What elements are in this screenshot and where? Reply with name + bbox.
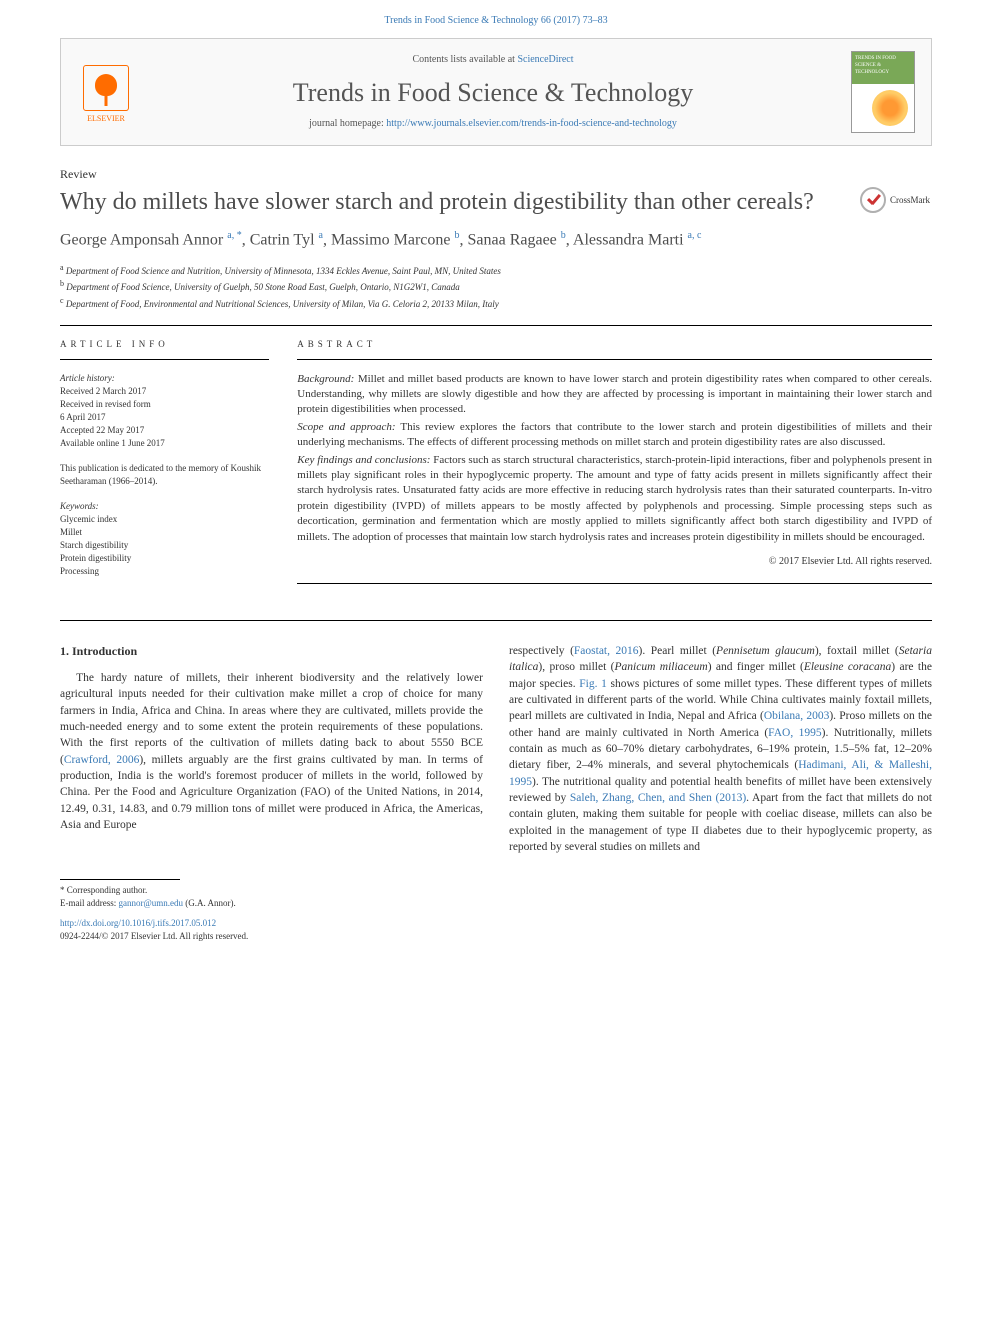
keywords-block: Keywords: Glycemic indexMilletStarch dig… xyxy=(60,500,269,578)
elsevier-tree-icon xyxy=(83,65,129,111)
keyword: Processing xyxy=(60,565,269,578)
abstract-paragraph: Scope and approach: This review explores… xyxy=(297,420,932,451)
keywords-label: Keywords: xyxy=(60,500,269,513)
email-link[interactable]: gannor@umn.edu xyxy=(118,898,183,908)
history-label: Article history: xyxy=(60,372,269,385)
article-info-column: ARTICLE INFO Article history: Received 2… xyxy=(60,338,269,596)
affiliation: b Department of Food Science, University… xyxy=(60,278,932,295)
banner-center: Contents lists available at ScienceDirec… xyxy=(151,53,835,131)
divider xyxy=(60,620,932,621)
elsevier-logo[interactable]: ELSEVIER xyxy=(77,60,135,124)
divider xyxy=(297,359,932,360)
sciencedirect-link[interactable]: ScienceDirect xyxy=(517,54,573,65)
article-title: Why do millets have slower starch and pr… xyxy=(60,187,844,217)
abstract-column: ABSTRACT Background: Millet and millet b… xyxy=(297,338,932,596)
contents-prefix: Contents lists available at xyxy=(412,54,517,65)
crossmark-label: CrossMark xyxy=(890,194,930,207)
keyword: Protein digestibility xyxy=(60,552,269,565)
cover-label: TRENDS IN FOOD SCIENCE & TECHNOLOGY xyxy=(855,56,896,75)
authors: George Amponsah Annor a, *, Catrin Tyl a… xyxy=(60,229,932,252)
keyword: Starch digestibility xyxy=(60,539,269,552)
history-line: Available online 1 June 2017 xyxy=(60,437,269,450)
article-history: Article history: Received 2 March 2017Re… xyxy=(60,372,269,450)
running-header: Trends in Food Science & Technology 66 (… xyxy=(0,0,992,38)
keyword: Millet xyxy=(60,526,269,539)
history-line: Accepted 22 May 2017 xyxy=(60,424,269,437)
body-paragraph: respectively (Faostat, 2016). Pearl mill… xyxy=(509,643,932,855)
history-line: 6 April 2017 xyxy=(60,411,269,424)
copyright: © 2017 Elsevier Ltd. All rights reserved… xyxy=(297,555,932,569)
history-line: Received in revised form xyxy=(60,398,269,411)
affiliation: c Department of Food, Environmental and … xyxy=(60,295,932,312)
body-paragraph: The hardy nature of millets, their inher… xyxy=(60,670,483,833)
issn-copyright: 0924-2244/© 2017 Elsevier Ltd. All right… xyxy=(60,930,932,943)
affiliations: a Department of Food Science and Nutriti… xyxy=(60,262,932,312)
homepage-prefix: journal homepage: xyxy=(309,118,386,129)
homepage-line: journal homepage: http://www.journals.el… xyxy=(151,117,835,131)
email-line: E-mail address: gannor@umn.edu (G.A. Ann… xyxy=(60,897,932,910)
body-text: 1. Introduction The hardy nature of mill… xyxy=(60,643,932,855)
article-type: Review xyxy=(60,166,932,183)
homepage-url[interactable]: http://www.journals.elsevier.com/trends-… xyxy=(386,118,677,129)
article-info-heading: ARTICLE INFO xyxy=(60,338,269,351)
elsevier-label: ELSEVIER xyxy=(87,113,125,124)
crossmark-icon xyxy=(860,187,886,213)
abstract-paragraph: Background: Millet and millet based prod… xyxy=(297,372,932,418)
journal-title: Trends in Food Science & Technology xyxy=(151,75,835,111)
affiliation: a Department of Food Science and Nutriti… xyxy=(60,262,932,279)
doi-link[interactable]: http://dx.doi.org/10.1016/j.tifs.2017.05… xyxy=(60,917,932,930)
dedication: This publication is dedicated to the mem… xyxy=(60,462,269,488)
abstract-paragraph: Key findings and conclusions: Factors su… xyxy=(297,453,932,545)
email-label: E-mail address: xyxy=(60,898,118,908)
keyword: Glycemic index xyxy=(60,513,269,526)
divider xyxy=(60,359,269,360)
crossmark-badge[interactable]: CrossMark xyxy=(860,187,932,213)
contents-line: Contents lists available at ScienceDirec… xyxy=(151,53,835,67)
divider xyxy=(297,583,932,584)
divider xyxy=(60,325,932,326)
journal-cover-thumb: TRENDS IN FOOD SCIENCE & TECHNOLOGY xyxy=(851,51,915,133)
section-heading: 1. Introduction xyxy=(60,643,483,660)
abstract-heading: ABSTRACT xyxy=(297,338,932,351)
page-footer: * Corresponding author. E-mail address: … xyxy=(60,879,932,942)
history-line: Received 2 March 2017 xyxy=(60,385,269,398)
email-tail: (G.A. Annor). xyxy=(183,898,236,908)
corresponding-author: * Corresponding author. xyxy=(60,884,932,897)
journal-banner: ELSEVIER Contents lists available at Sci… xyxy=(60,38,932,146)
